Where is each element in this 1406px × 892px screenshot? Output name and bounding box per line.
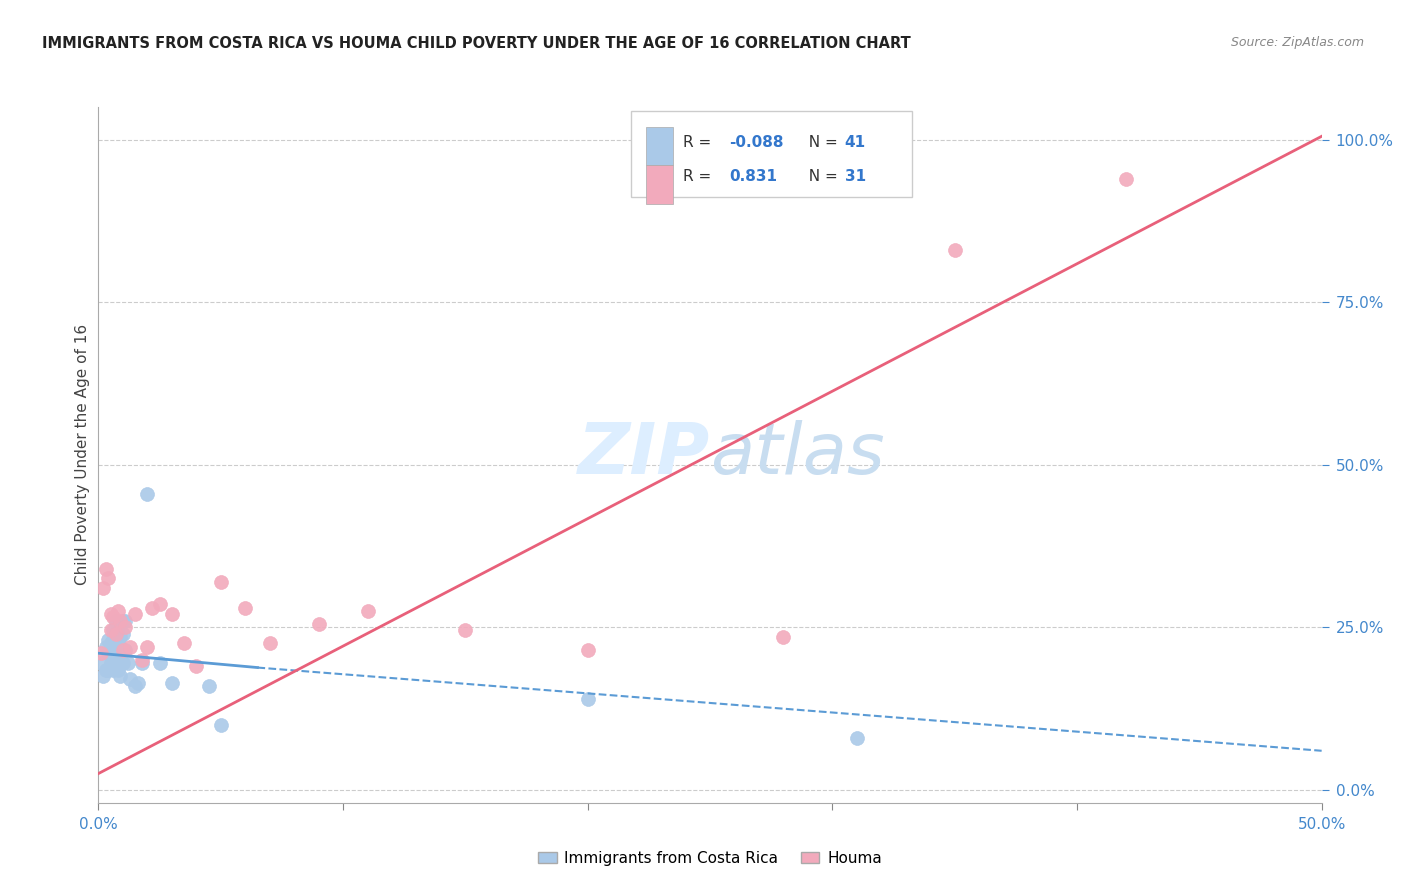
Point: [107, 620, 129, 634]
Point: [131, 656, 153, 670]
Point: [101, 633, 124, 648]
Point: [110, 614, 132, 628]
Text: -0.088: -0.088: [730, 135, 785, 150]
Point: [90, 646, 112, 660]
FancyBboxPatch shape: [647, 165, 673, 203]
Point: [100, 607, 122, 622]
Point: [120, 640, 142, 654]
Point: [104, 626, 127, 640]
Point: [100, 649, 122, 664]
Point: [101, 663, 124, 677]
Point: [943, 243, 966, 257]
Point: [104, 656, 127, 670]
Point: [94, 640, 117, 654]
Point: [100, 636, 122, 650]
Point: [356, 604, 378, 618]
Point: [107, 663, 129, 677]
Point: [127, 675, 149, 690]
Point: [1115, 171, 1137, 186]
Point: [100, 643, 122, 657]
Point: [94, 562, 117, 576]
Point: [114, 643, 136, 657]
Point: [149, 656, 172, 670]
Point: [117, 656, 139, 670]
Text: ZIP: ZIP: [578, 420, 710, 490]
Legend: Immigrants from Costa Rica, Houma: Immigrants from Costa Rica, Houma: [531, 845, 889, 871]
FancyBboxPatch shape: [630, 111, 912, 197]
Point: [454, 624, 477, 638]
Point: [97, 572, 120, 586]
Text: 41: 41: [845, 135, 866, 150]
Point: [110, 630, 132, 644]
Point: [111, 614, 134, 628]
Point: [104, 614, 127, 628]
Point: [97, 663, 120, 677]
Y-axis label: Child Poverty Under the Age of 16: Child Poverty Under the Age of 16: [75, 325, 90, 585]
Point: [114, 620, 136, 634]
Point: [209, 718, 232, 732]
Point: [107, 646, 129, 660]
Point: [110, 669, 132, 683]
Text: 0.831: 0.831: [730, 169, 778, 184]
Point: [104, 636, 127, 650]
Point: [91, 581, 114, 595]
FancyBboxPatch shape: [647, 127, 673, 165]
Point: [845, 731, 868, 745]
Point: [131, 653, 153, 667]
Point: [136, 640, 159, 654]
Point: [124, 607, 146, 622]
Point: [97, 633, 120, 648]
Point: [576, 691, 599, 706]
Point: [160, 607, 183, 622]
Point: [141, 600, 163, 615]
Point: [107, 633, 129, 648]
Point: [97, 646, 120, 660]
Point: [101, 610, 124, 624]
Point: [576, 643, 599, 657]
Text: R =: R =: [683, 169, 721, 184]
Point: [90, 656, 112, 670]
Point: [197, 679, 219, 693]
Point: [259, 636, 281, 650]
Text: Source: ZipAtlas.com: Source: ZipAtlas.com: [1230, 36, 1364, 49]
Text: 31: 31: [845, 169, 866, 184]
Point: [91, 669, 114, 683]
Point: [209, 574, 232, 589]
Point: [111, 626, 134, 640]
Point: [94, 663, 117, 677]
Point: [160, 675, 183, 690]
Point: [101, 624, 124, 638]
Point: [186, 659, 208, 673]
Point: [173, 636, 195, 650]
Point: [100, 624, 122, 638]
Point: [114, 614, 136, 628]
Point: [107, 604, 129, 618]
Text: N =: N =: [800, 135, 844, 150]
Point: [111, 643, 134, 657]
Point: [101, 653, 124, 667]
Point: [233, 600, 256, 615]
Point: [124, 679, 146, 693]
Text: N =: N =: [800, 169, 844, 184]
Text: IMMIGRANTS FROM COSTA RICA VS HOUMA CHILD POVERTY UNDER THE AGE OF 16 CORRELATIO: IMMIGRANTS FROM COSTA RICA VS HOUMA CHIL…: [42, 36, 911, 51]
Point: [136, 487, 159, 501]
Point: [111, 656, 134, 670]
Point: [149, 598, 172, 612]
Point: [308, 617, 330, 632]
Text: atlas: atlas: [710, 420, 884, 490]
Point: [772, 630, 794, 644]
Text: R =: R =: [683, 135, 716, 150]
Point: [120, 672, 142, 686]
Point: [100, 656, 122, 670]
